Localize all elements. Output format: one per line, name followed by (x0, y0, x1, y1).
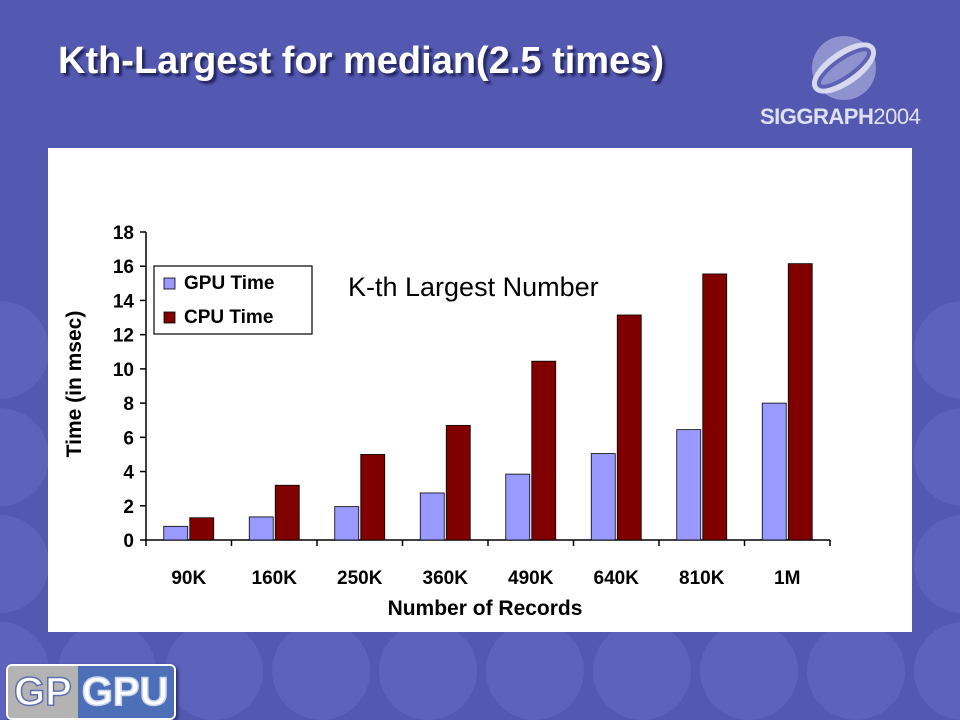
background-circle (914, 301, 960, 399)
background-circle (165, 622, 263, 720)
x-tick-label: 250K (337, 568, 383, 589)
chart-legend: GPU Time CPU Time (153, 265, 313, 335)
background-circle (914, 622, 960, 720)
slide-title: Kth-Largest for median(2.5 times) (58, 40, 664, 82)
x-tick-label: 90K (171, 568, 206, 589)
x-tick-label: 490K (508, 568, 554, 589)
logo-year: 2004 (873, 104, 921, 129)
gpgpu-badge-part2: GPU (77, 666, 175, 718)
chart-panel: 0 2 4 6 8 10 12 14 16 18 90K 160K 250K 360K 490K 640K 81… (48, 148, 912, 632)
background-circle (807, 622, 905, 720)
cpu-time-bar (189, 517, 215, 541)
y-tick-label: 10 (113, 360, 134, 381)
x-tick-label: 1M (774, 568, 800, 589)
gpu-time-bar (505, 473, 531, 541)
y-tick-label: 14 (113, 291, 135, 312)
y-tick-label: 4 (123, 463, 134, 484)
gpu-time-bar (590, 453, 616, 541)
cpu-time-bar (787, 263, 813, 541)
chart-bars (163, 263, 813, 541)
y-axis-label: Time (in msec) (63, 311, 86, 458)
gpu-time-bar (334, 506, 360, 541)
gpu-time-bar (761, 402, 787, 541)
chart-tick-labels: 0 2 4 6 8 10 12 14 16 18 90K 160K 250K 360K 490K 640K 81… (113, 223, 801, 589)
siggraph-swirl-logo-icon (812, 36, 876, 100)
background-circle (486, 622, 584, 720)
x-tick-label: 160K (252, 568, 298, 589)
gpgpu-badge-part1: GP (8, 666, 78, 718)
x-tick-label: 360K (423, 568, 469, 589)
legend-swatch (163, 277, 176, 290)
background-circle (700, 622, 798, 720)
cpu-time-bar (531, 360, 557, 541)
cpu-time-bar (702, 273, 728, 541)
legend-swatch (163, 311, 176, 324)
legend-box (153, 265, 313, 335)
x-tick-label: 640K (594, 568, 640, 589)
siggraph-logo-text: SIGGRAPH2004 (760, 104, 940, 130)
y-tick-label: 6 (123, 428, 134, 449)
background-circle (593, 622, 691, 720)
x-axis-label: Number of Records (388, 597, 583, 620)
gpgpu-badge: GP GPU (6, 664, 177, 720)
y-tick-label: 0 (123, 531, 134, 552)
y-tick-label: 8 (123, 394, 134, 415)
legend-label: GPU Time (184, 273, 274, 294)
background-circle (0, 515, 49, 613)
cpu-time-bar (274, 484, 300, 541)
logo-name: SIGGRAPH (760, 104, 874, 129)
x-tick-label: 810K (679, 568, 725, 589)
background-circle (379, 622, 477, 720)
bar-chart: 0 2 4 6 8 10 12 14 16 18 90K 160K 250K 360K 490K 640K 81… (63, 223, 831, 620)
background-circle (0, 301, 49, 399)
y-tick-label: 2 (123, 497, 134, 518)
y-tick-label: 12 (113, 326, 134, 347)
gpu-time-bar (419, 492, 445, 541)
background-circle (914, 515, 960, 613)
cpu-time-bar (360, 454, 386, 541)
legend-label: CPU Time (184, 307, 273, 328)
gpu-time-bar (163, 525, 189, 541)
background-circle (272, 622, 370, 720)
cpu-time-bar (445, 424, 471, 541)
cpu-time-bar (616, 314, 642, 541)
background-circle (914, 408, 960, 506)
gpu-time-bar (248, 516, 274, 541)
background-circle (0, 408, 49, 506)
gpu-time-bar (676, 429, 702, 541)
siggraph-logo: SIGGRAPH2004 (760, 28, 940, 138)
chart-title: K-th Largest Number (348, 272, 599, 302)
y-tick-label: 18 (113, 223, 134, 244)
y-tick-label: 16 (113, 257, 134, 278)
